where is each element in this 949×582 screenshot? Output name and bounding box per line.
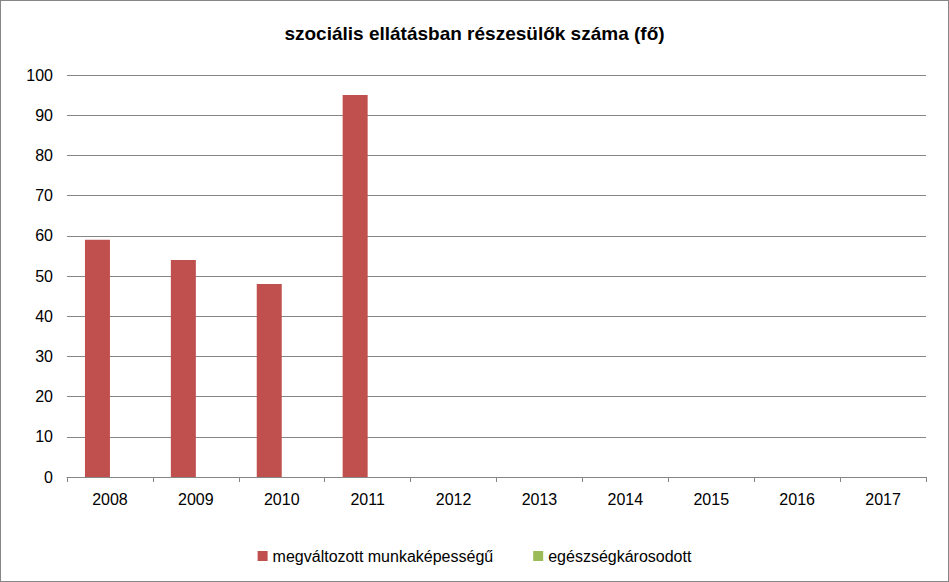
- svg-text:0: 0: [44, 469, 53, 486]
- svg-text:2016: 2016: [779, 491, 815, 508]
- svg-text:2009: 2009: [178, 491, 214, 508]
- svg-text:80: 80: [35, 147, 53, 164]
- svg-text:2010: 2010: [264, 491, 300, 508]
- svg-text:2013: 2013: [522, 491, 558, 508]
- svg-text:2008: 2008: [92, 491, 128, 508]
- svg-text:2015: 2015: [693, 491, 729, 508]
- svg-text:70: 70: [35, 187, 53, 204]
- svg-text:10: 10: [35, 428, 53, 445]
- svg-text:60: 60: [35, 227, 53, 244]
- svg-text:40: 40: [35, 308, 53, 325]
- svg-text:100: 100: [26, 67, 53, 84]
- svg-text:90: 90: [35, 107, 53, 124]
- svg-text:2014: 2014: [608, 491, 644, 508]
- svg-text:egészségkárosodott: egészségkárosodott: [548, 548, 692, 565]
- svg-text:30: 30: [35, 348, 53, 365]
- svg-text:20: 20: [35, 388, 53, 405]
- svg-text:megváltozott munkaképességű: megváltozott munkaképességű: [273, 548, 494, 565]
- svg-text:szociális ellátásban részesülő: szociális ellátásban részesülők száma (f…: [284, 23, 664, 44]
- svg-text:50: 50: [35, 268, 53, 285]
- svg-text:2017: 2017: [865, 491, 901, 508]
- svg-text:2011: 2011: [350, 491, 385, 508]
- svg-text:2012: 2012: [436, 491, 472, 508]
